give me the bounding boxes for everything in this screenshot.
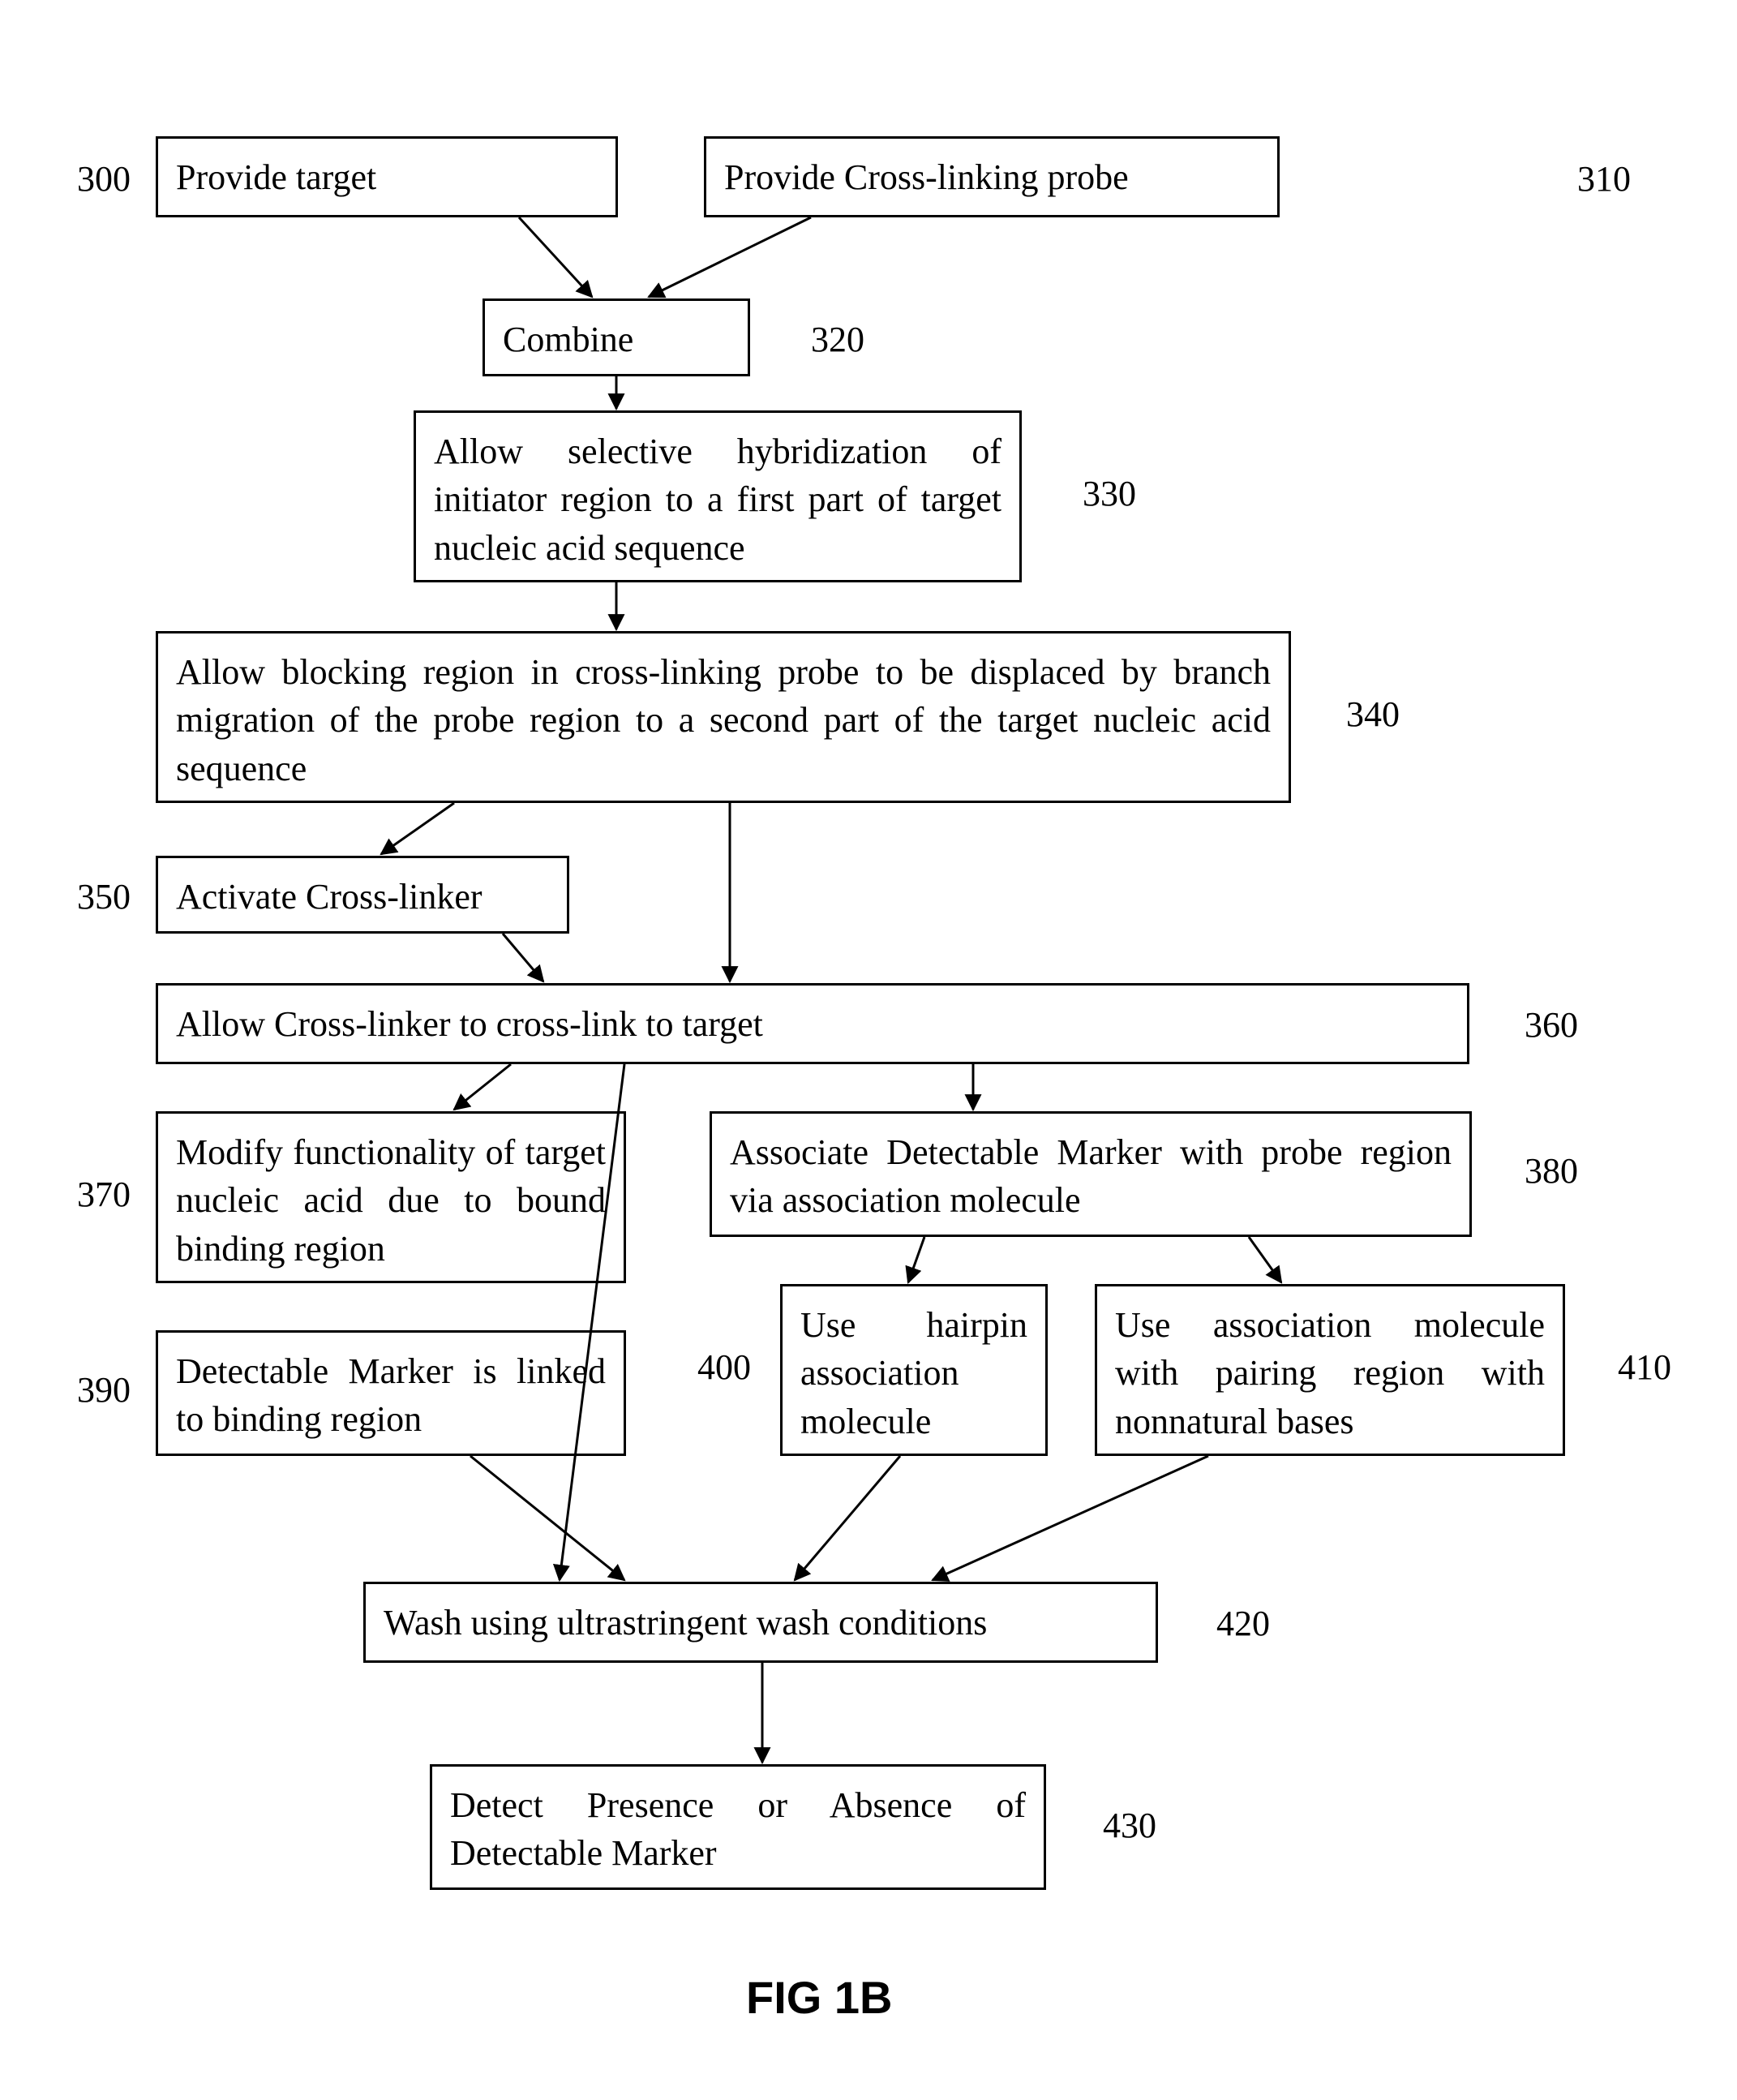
node-hairpin: Use hairpin association molecule (780, 1284, 1048, 1456)
label-350: 350 (77, 876, 131, 917)
label-370: 370 (77, 1174, 131, 1215)
flowchart-canvas: Provide target 300 Provide Cross-linking… (0, 0, 1737, 2100)
node-branch-migration: Allow blocking region in cross-linking p… (156, 631, 1291, 803)
label-430: 430 (1103, 1805, 1156, 1846)
label-360: 360 (1525, 1004, 1578, 1046)
label-400: 400 (697, 1346, 751, 1388)
label-310: 310 (1577, 158, 1631, 200)
label-390: 390 (77, 1369, 131, 1411)
node-detect: Detect Presence or Absence of Detectable… (430, 1764, 1046, 1890)
label-380: 380 (1525, 1150, 1578, 1192)
label-320: 320 (811, 319, 864, 360)
node-provide-target: Provide target (156, 136, 618, 217)
figure-caption: FIG 1B (746, 1971, 892, 2024)
node-crosslink: Allow Cross-linker to cross-link to targ… (156, 983, 1469, 1064)
node-wash: Wash using ultrastringent wash condition… (363, 1582, 1158, 1663)
label-410: 410 (1618, 1346, 1671, 1388)
label-340: 340 (1346, 694, 1400, 735)
node-nonnatural: Use association molecule with pairing re… (1095, 1284, 1565, 1456)
label-300: 300 (77, 158, 131, 200)
node-combine: Combine (482, 298, 750, 376)
label-420: 420 (1216, 1603, 1270, 1644)
node-activate: Activate Cross-linker (156, 856, 569, 934)
node-provide-probe: Provide Cross-linking probe (704, 136, 1280, 217)
node-hybridization: Allow selective hybridization of initiat… (414, 410, 1022, 582)
label-330: 330 (1083, 473, 1136, 514)
node-marker-linked: Detectable Marker is linked to binding r… (156, 1330, 626, 1456)
node-associate-marker: Associate Detectable Marker with probe r… (710, 1111, 1472, 1237)
node-modify: Modify functionality of target nucleic a… (156, 1111, 626, 1283)
